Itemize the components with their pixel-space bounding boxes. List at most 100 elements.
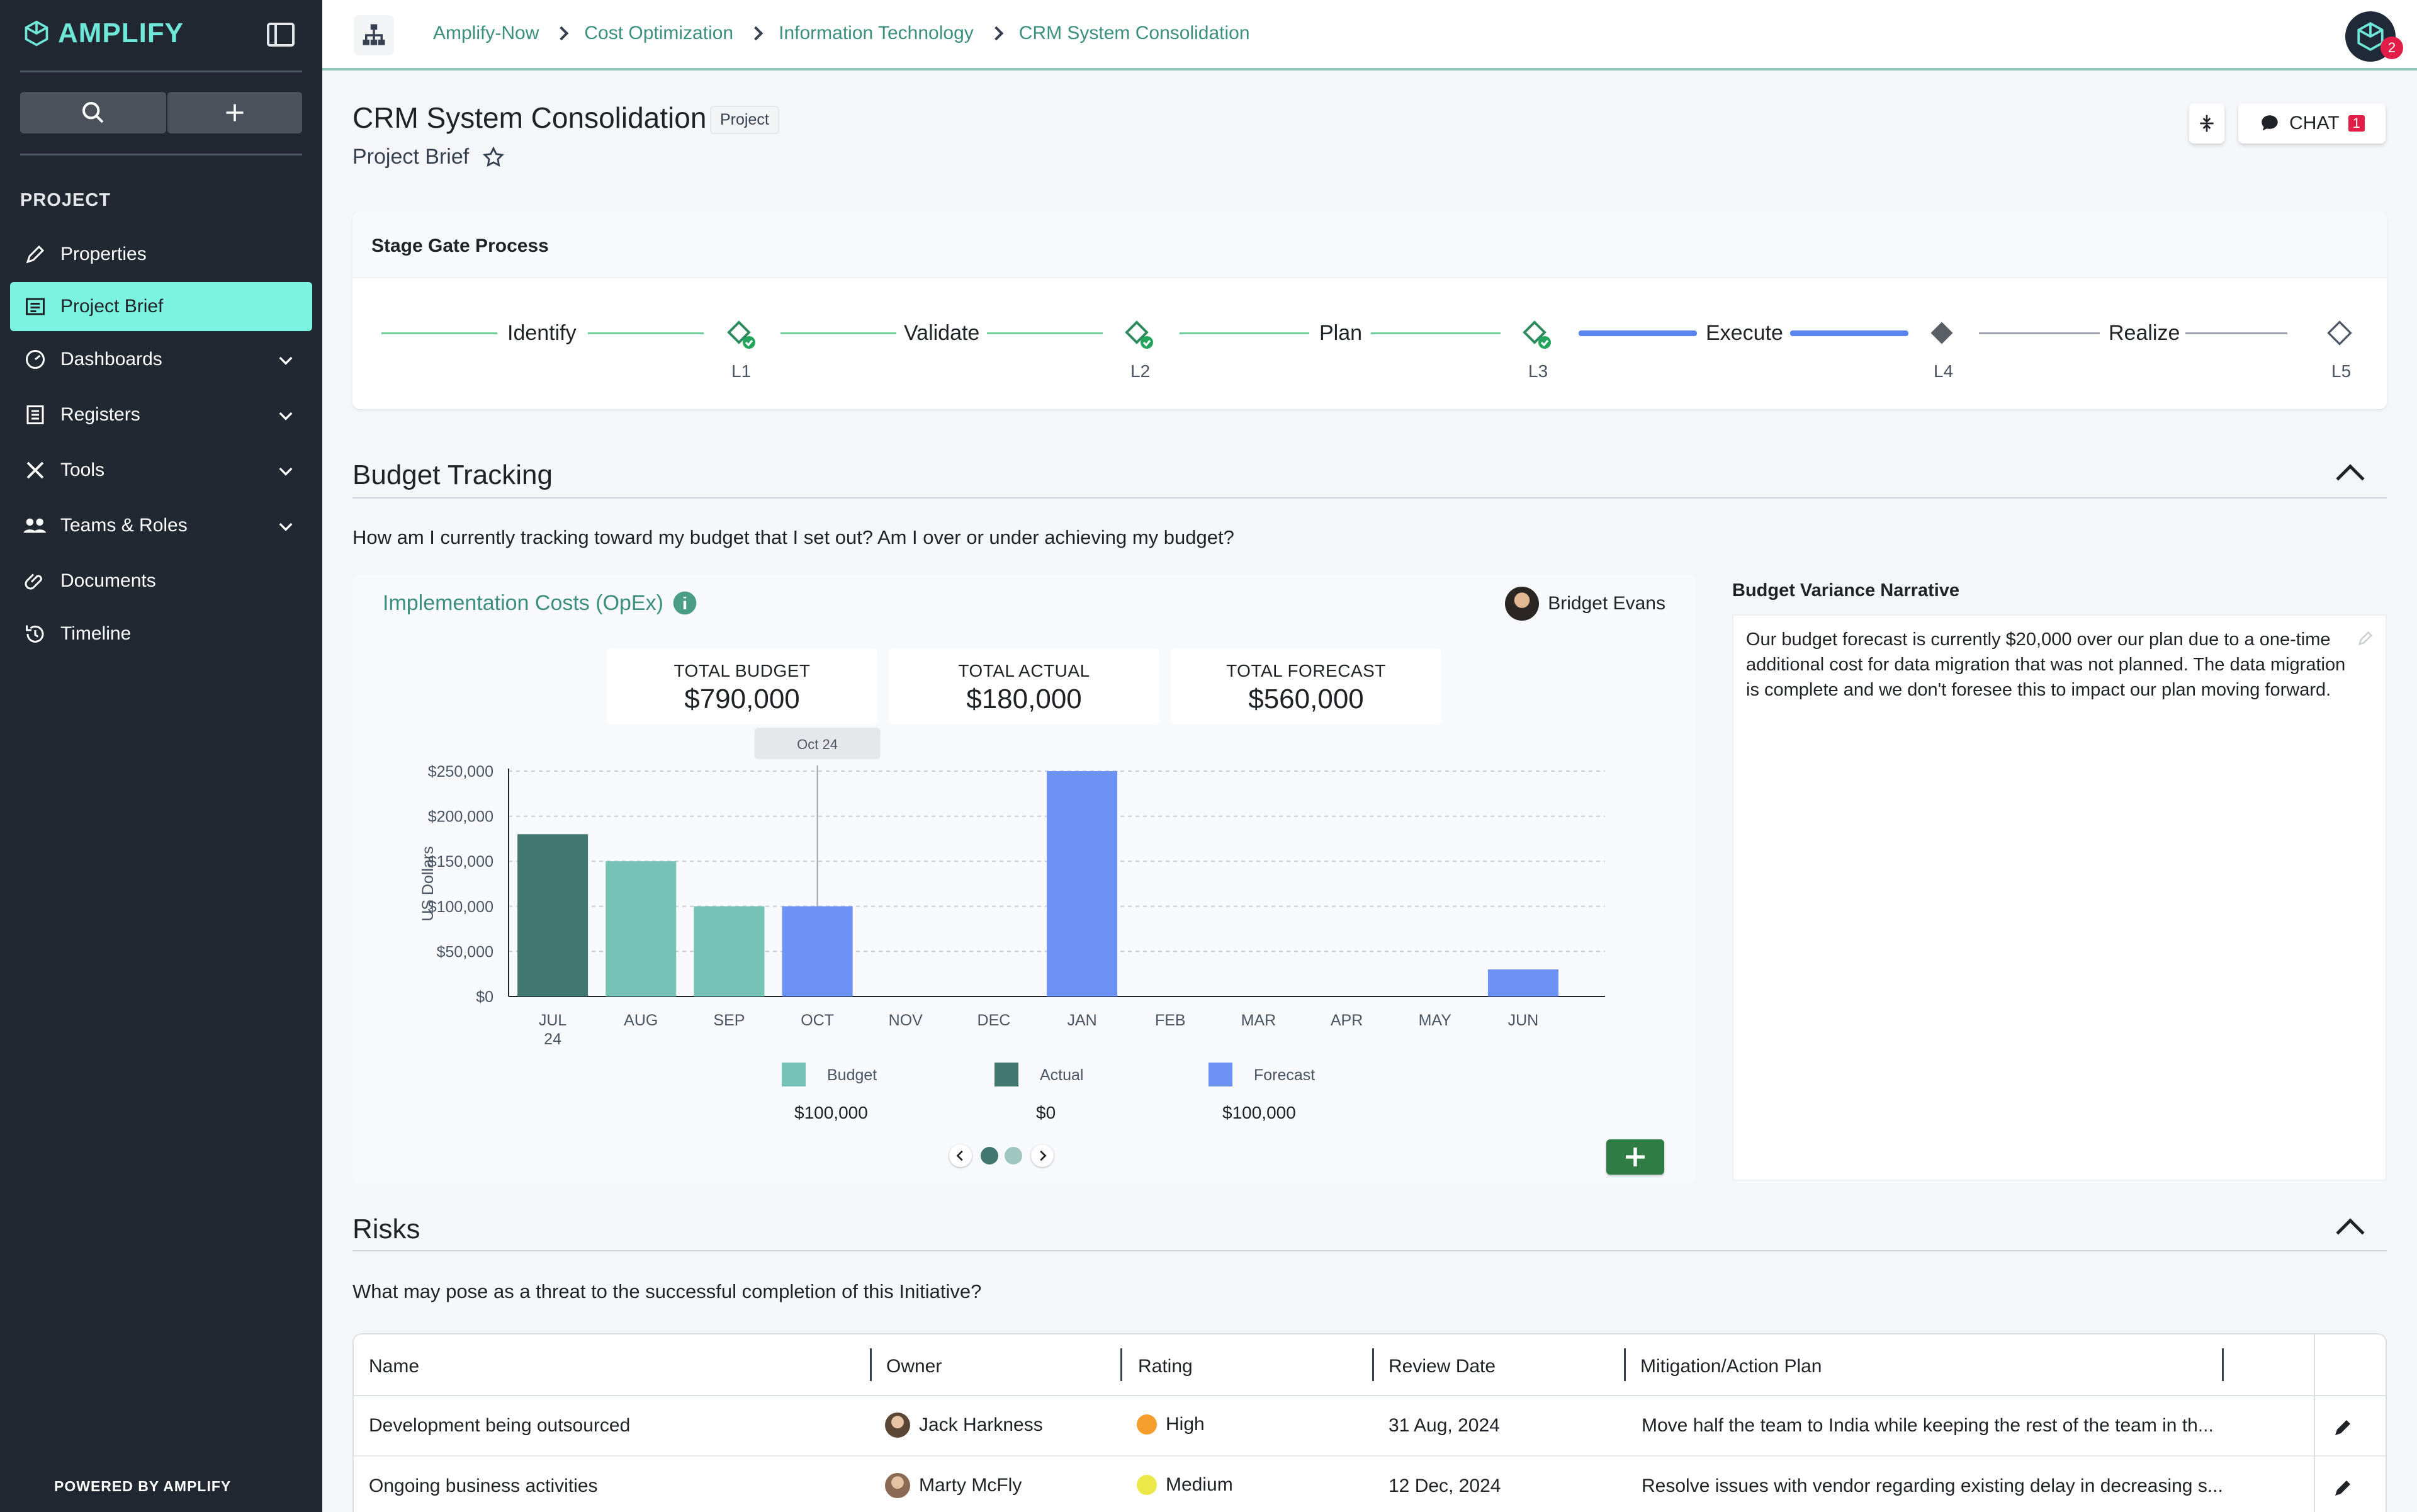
y-tick-label: $250,000 — [428, 763, 493, 781]
history-icon — [21, 620, 49, 648]
sidebar-item-teams-roles[interactable]: Teams & Roles — [10, 501, 312, 550]
card-title: Implementation Costs (OpEx) — [383, 590, 697, 616]
gate-complete-icon — [1522, 320, 1551, 349]
stage-line — [1979, 332, 2100, 334]
chevron-down-icon[interactable] — [276, 461, 296, 481]
sidebar-item-documents[interactable]: Documents — [10, 556, 312, 606]
sidebar-item-properties[interactable]: Properties — [10, 230, 312, 279]
kpi-total-actual: TOTAL ACTUAL $180,000 — [889, 648, 1159, 724]
sidebar-item-project-brief[interactable]: Project Brief — [10, 282, 312, 331]
carousel-dot-active[interactable] — [981, 1147, 998, 1165]
sidebar-item-dashboards[interactable]: Dashboards — [10, 335, 312, 384]
chevron-right-icon — [1040, 1150, 1047, 1161]
column-resize-handle[interactable] — [1372, 1348, 1374, 1381]
breadcrumb-item[interactable]: Information Technology — [779, 23, 974, 43]
owner-name: Jack Harkness — [919, 1414, 1043, 1435]
breadcrumb-item[interactable]: Cost Optimization — [584, 23, 734, 43]
chevron-down-icon[interactable] — [276, 350, 296, 370]
narrative-box[interactable]: Our budget forecast is currently $20,000… — [1732, 614, 2387, 1181]
chat-button[interactable]: CHAT 1 — [2238, 103, 2386, 144]
star-icon[interactable] — [482, 145, 505, 169]
chevron-down-icon[interactable] — [276, 516, 296, 536]
y-axis-title: US Dollars — [419, 846, 437, 921]
plus-icon — [226, 104, 244, 121]
y-tick-label: $100,000 — [428, 898, 493, 916]
column-resize-handle[interactable] — [1120, 1348, 1122, 1381]
chevron-up-icon[interactable] — [2336, 1218, 2365, 1247]
breadcrumb-item[interactable]: Amplify-Now — [433, 23, 539, 43]
card-owner[interactable]: Bridget Evans — [1505, 587, 1665, 621]
column-header-owner[interactable]: Owner — [886, 1356, 942, 1377]
edit-icon[interactable] — [2357, 629, 2374, 647]
sidebar-section-title: PROJECT — [20, 190, 111, 210]
sidebar-item-label: Timeline — [60, 623, 132, 644]
add-button[interactable] — [167, 92, 302, 133]
sidebar-item-tools[interactable]: Tools — [10, 446, 312, 495]
search-button[interactable] — [20, 92, 166, 133]
x-tick-label: OCT — [801, 1012, 834, 1029]
chat-icon — [2262, 115, 2278, 131]
add-cost-button[interactable] — [1606, 1139, 1664, 1175]
chevron-right-icon — [748, 26, 763, 41]
hierarchy-button[interactable] — [354, 15, 394, 55]
owner-avatar — [1505, 587, 1540, 621]
risk-review-date: 31 Aug, 2024 — [1389, 1415, 1500, 1436]
sidebar-item-label: Properties — [60, 244, 147, 264]
x-tick-label: MAY — [1419, 1012, 1452, 1029]
chevron-down-icon[interactable] — [276, 405, 296, 426]
tooltip-box — [754, 728, 881, 759]
hierarchy-icon — [363, 24, 385, 45]
chevron-up-icon[interactable] — [2336, 464, 2365, 493]
divider — [352, 497, 2387, 499]
breadcrumb-item[interactable]: CRM System Consolidation — [1018, 23, 1250, 43]
column-resize-handle[interactable] — [2222, 1348, 2224, 1381]
stage-line — [588, 332, 704, 334]
owner-avatar — [885, 1473, 910, 1498]
amplify-logo[interactable]: AMPLIFY — [23, 18, 184, 49]
bar-jun — [1487, 969, 1558, 996]
notification-badge[interactable]: 2 — [2380, 37, 2403, 59]
paperclip-icon — [21, 567, 49, 595]
edit-row-icon[interactable] — [2331, 1416, 2354, 1439]
kpi-label: TOTAL BUDGET — [673, 661, 811, 680]
expand-collapse-button[interactable] — [2189, 103, 2224, 144]
column-resize-handle[interactable] — [870, 1348, 872, 1381]
sidebar-item-registers[interactable]: Registers — [10, 390, 312, 439]
pencil-icon — [21, 240, 49, 268]
owner-name: Marty McFly — [919, 1475, 1022, 1496]
column-header-name[interactable]: Name — [369, 1356, 420, 1377]
x-tick-label: FEB — [1155, 1012, 1186, 1029]
sidebar-item-timeline[interactable]: Timeline — [10, 609, 312, 658]
sidebar-item-label: Project Brief — [60, 296, 164, 317]
column-header-review-date[interactable]: Review Date — [1389, 1356, 1496, 1377]
carousel-next-button[interactable] — [1031, 1144, 1054, 1167]
carousel-prev-button[interactable] — [949, 1144, 972, 1167]
budget-bar-chart: $0 $50,000 $100,000 $150,000 $200,000 $250,00… — [419, 728, 1605, 1048]
x-tick-label: JUN — [1508, 1012, 1539, 1029]
sidebar-collapse-icon[interactable] — [267, 23, 295, 47]
risk-plan: Move half the team to India while keepin… — [1642, 1415, 2214, 1436]
risk-name[interactable]: Ongoing business activities — [369, 1475, 598, 1496]
gauge-icon — [21, 346, 49, 373]
edit-row-icon[interactable] — [2331, 1477, 2354, 1499]
cube-icon — [2357, 22, 2384, 51]
risks-question: What may pose as a threat to the success… — [352, 1280, 982, 1302]
carousel-dot[interactable] — [1005, 1147, 1022, 1165]
sidebar-item-label: Documents — [60, 570, 156, 591]
column-header-rating[interactable]: Rating — [1138, 1356, 1193, 1377]
project-tag: Project — [710, 106, 779, 134]
column-resize-handle[interactable] — [1624, 1348, 1626, 1381]
info-icon[interactable] — [672, 590, 697, 616]
x-tick-label: JUL — [539, 1012, 567, 1029]
stage-line — [1180, 332, 1309, 334]
stage-realize: Realize — [2109, 321, 2180, 345]
register-icon — [21, 401, 49, 429]
risk-name[interactable]: Development being outsourced — [369, 1415, 631, 1436]
card-title-text: Implementation Costs (OpEx) — [383, 590, 663, 615]
column-header-mitigation[interactable]: Mitigation/Action Plan — [1640, 1356, 1822, 1377]
cube-logo-icon — [25, 20, 48, 47]
kpi-total-forecast: TOTAL FORECAST $560,000 — [1171, 648, 1441, 724]
gate-current-icon — [1929, 320, 1955, 346]
owner-avatar — [885, 1413, 910, 1438]
stage-validate: Validate — [904, 321, 980, 345]
